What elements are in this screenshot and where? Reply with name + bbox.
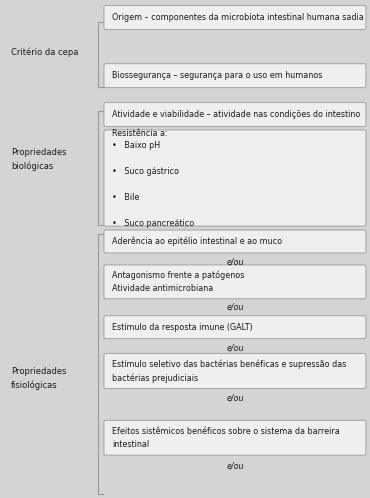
Text: Propriedades
fisiológicas: Propriedades fisiológicas: [11, 367, 67, 390]
FancyBboxPatch shape: [104, 130, 366, 226]
Text: Atividade e viabilidade – atividade nas condições do intestino: Atividade e viabilidade – atividade nas …: [112, 110, 360, 119]
Text: Efeitos sistêmicos benéficos sobre o sistema da barreira
intestinal: Efeitos sistêmicos benéficos sobre o sis…: [112, 427, 340, 449]
Text: Antagonismo frente a patógenos
Atividade antimicrobiana: Antagonismo frente a patógenos Atividade…: [112, 271, 245, 293]
Text: Critério da cepa: Critério da cepa: [11, 47, 78, 57]
Text: Biossegurança – segurança para o uso em humanos: Biossegurança – segurança para o uso em …: [112, 71, 323, 80]
Text: e/ou: e/ou: [226, 461, 244, 470]
FancyBboxPatch shape: [104, 354, 366, 388]
Text: e/ou: e/ou: [226, 257, 244, 266]
Text: Aderência ao epitélio intestinal e ao muco: Aderência ao epitélio intestinal e ao mu…: [112, 237, 282, 247]
FancyBboxPatch shape: [104, 5, 366, 29]
FancyBboxPatch shape: [104, 64, 366, 88]
Text: Propriedades
biológicas: Propriedades biológicas: [11, 148, 67, 171]
Text: Estímulo seletivo das bactérias benéficas e supressão das
bactérias prejudiciais: Estímulo seletivo das bactérias benéfica…: [112, 360, 346, 382]
FancyBboxPatch shape: [104, 420, 366, 455]
FancyBboxPatch shape: [104, 265, 366, 299]
FancyBboxPatch shape: [104, 230, 366, 253]
Text: Resistência a:
•   Baixo pH

•   Suco gástrico

•   Bile

•   Suco pancreático: Resistência a: • Baixo pH • Suco gástric…: [112, 128, 194, 228]
FancyBboxPatch shape: [104, 316, 366, 339]
Text: e/ou: e/ou: [226, 302, 244, 311]
Text: Origem – componentes da microbiota intestinal humana sadia: Origem – componentes da microbiota intes…: [112, 13, 364, 22]
FancyBboxPatch shape: [104, 103, 366, 126]
Text: e/ou: e/ou: [226, 394, 244, 403]
Text: e/ou: e/ou: [226, 343, 244, 352]
Text: Estímulo da resposta imune (GALT): Estímulo da resposta imune (GALT): [112, 323, 253, 332]
